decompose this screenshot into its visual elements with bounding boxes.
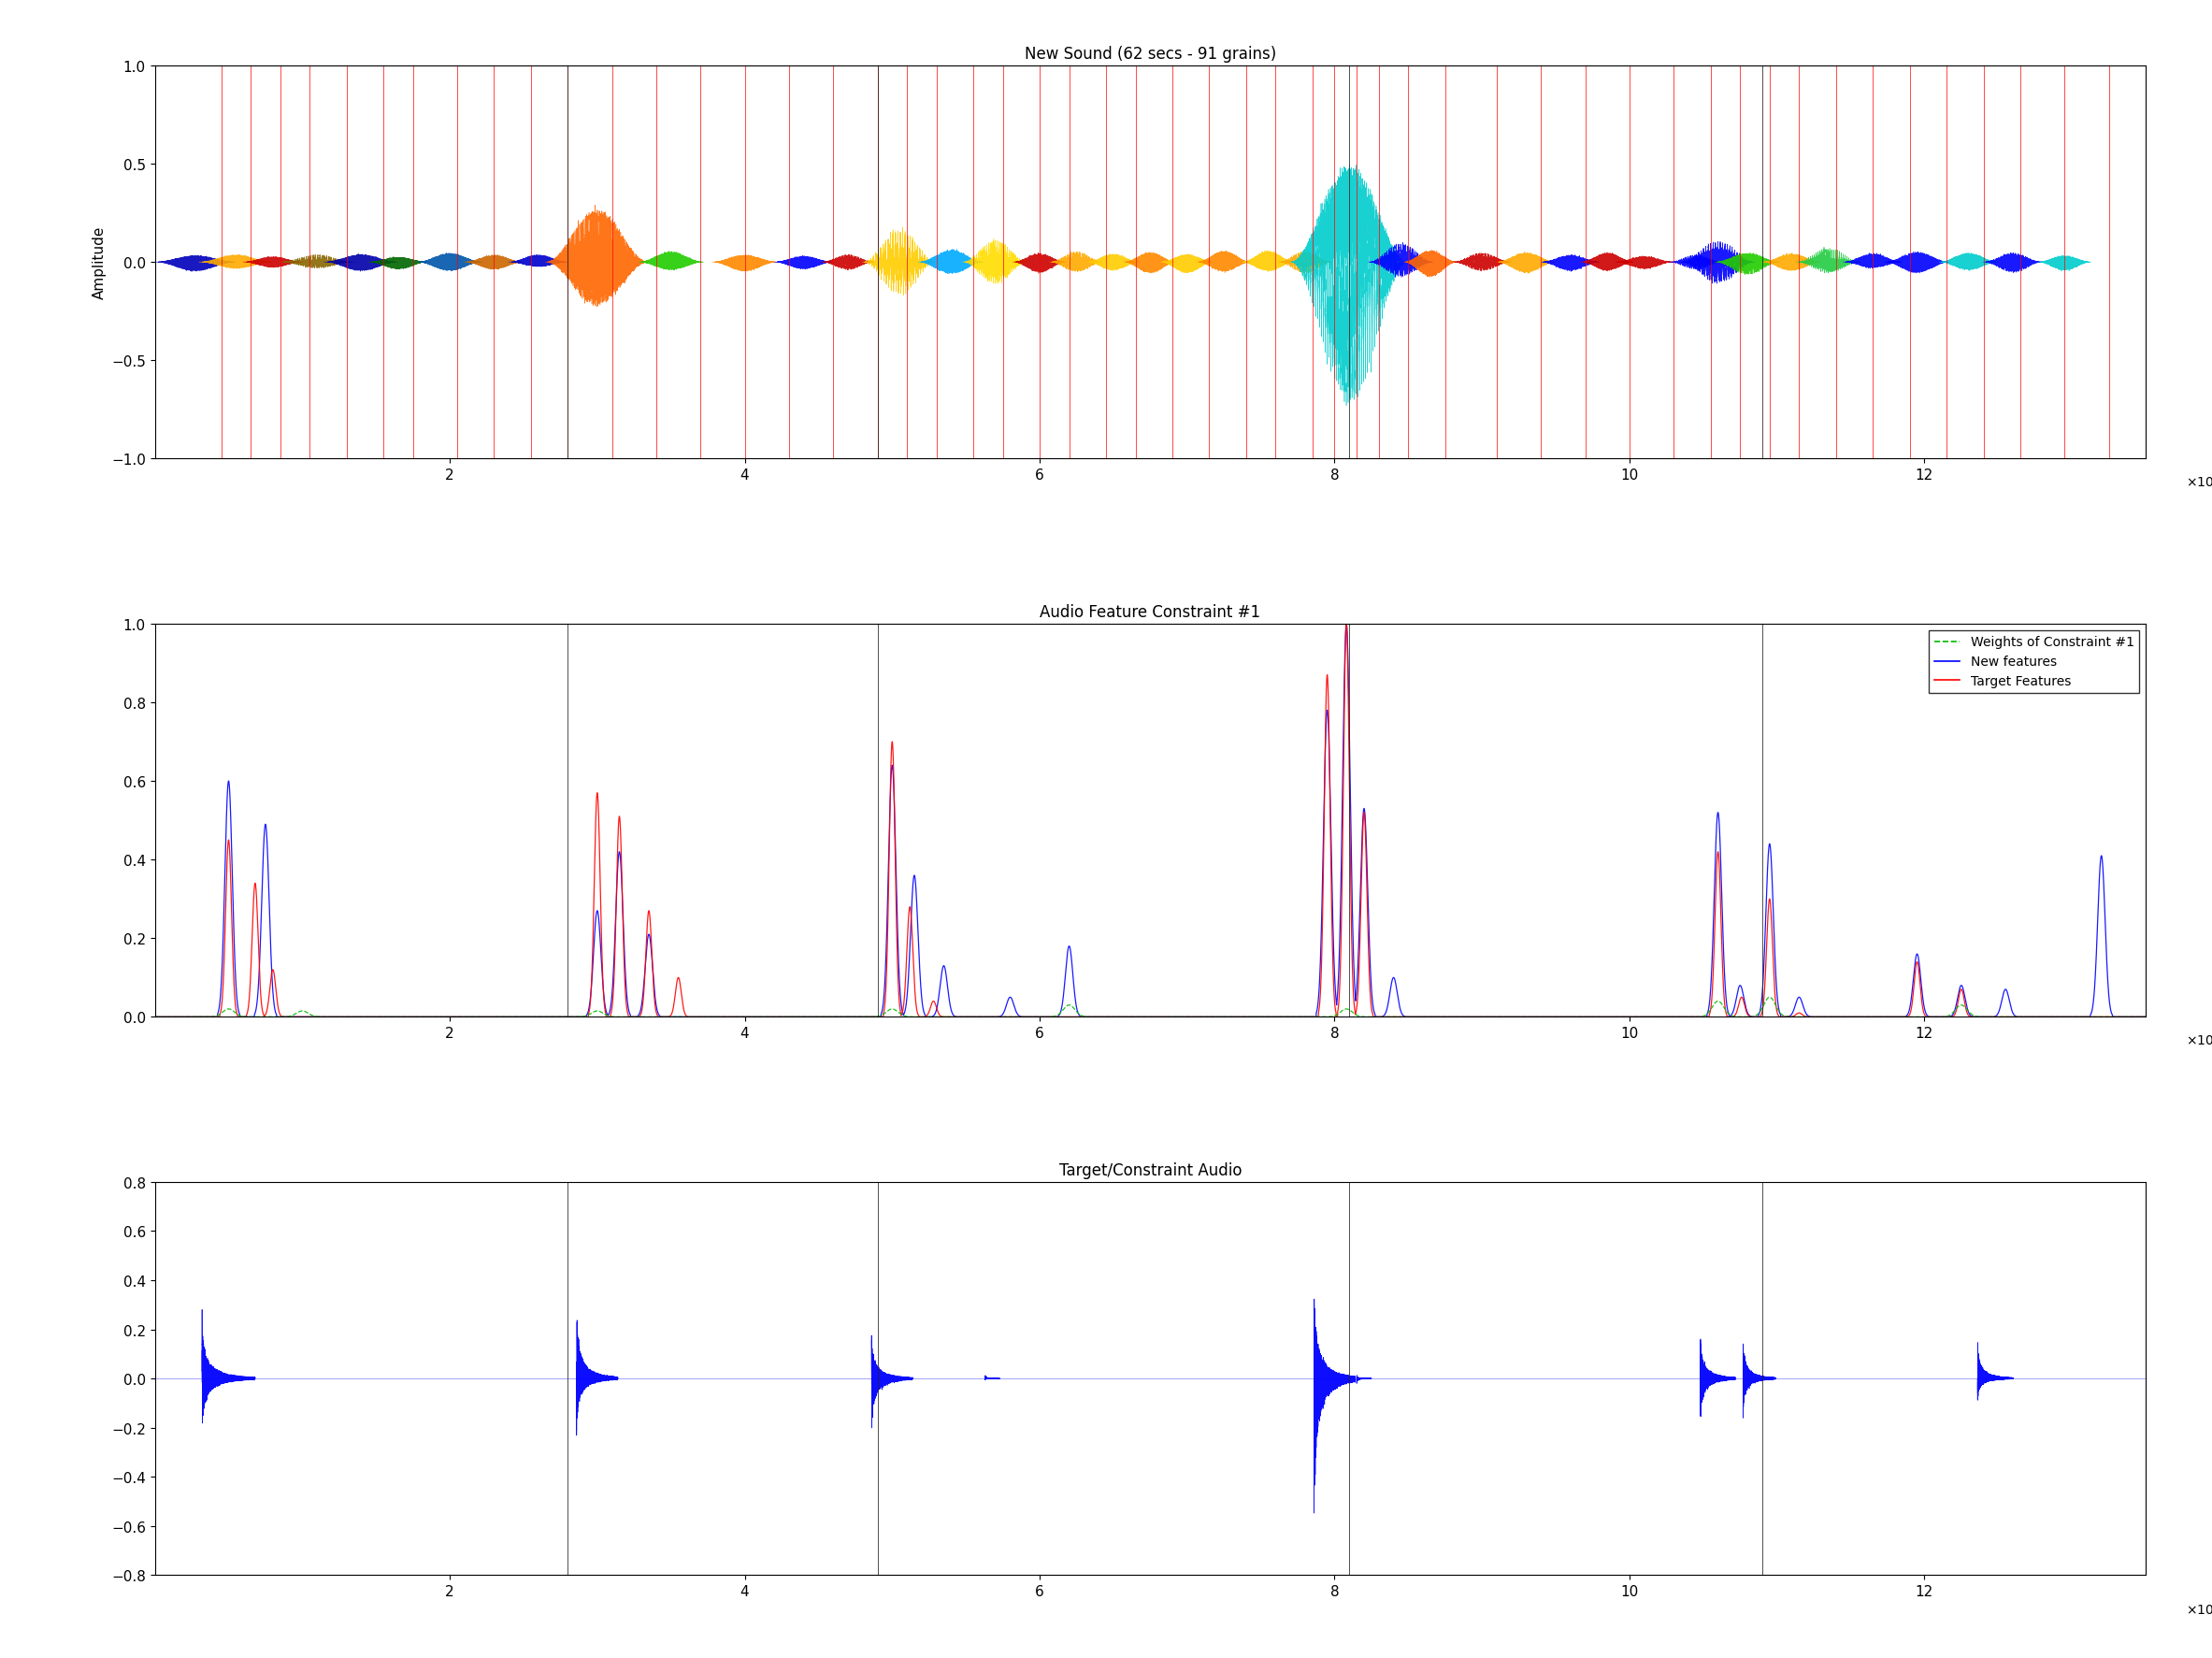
Title: Audio Feature Constraint #1: Audio Feature Constraint #1: [1040, 604, 1261, 620]
Y-axis label: Amplitude: Amplitude: [93, 225, 106, 300]
Text: $\times10^5$: $\times10^5$: [2185, 473, 2212, 489]
Text: $\times10^5$: $\times10^5$: [2185, 1600, 2212, 1617]
Text: $\times10^5$: $\times10^5$: [2185, 1030, 2212, 1048]
Title: New Sound (62 secs - 91 grains): New Sound (62 secs - 91 grains): [1024, 45, 1276, 63]
Legend: Weights of Constraint #1, New features, Target Features: Weights of Constraint #1, New features, …: [1929, 630, 2139, 693]
Title: Target/Constraint Audio: Target/Constraint Audio: [1060, 1161, 1241, 1179]
